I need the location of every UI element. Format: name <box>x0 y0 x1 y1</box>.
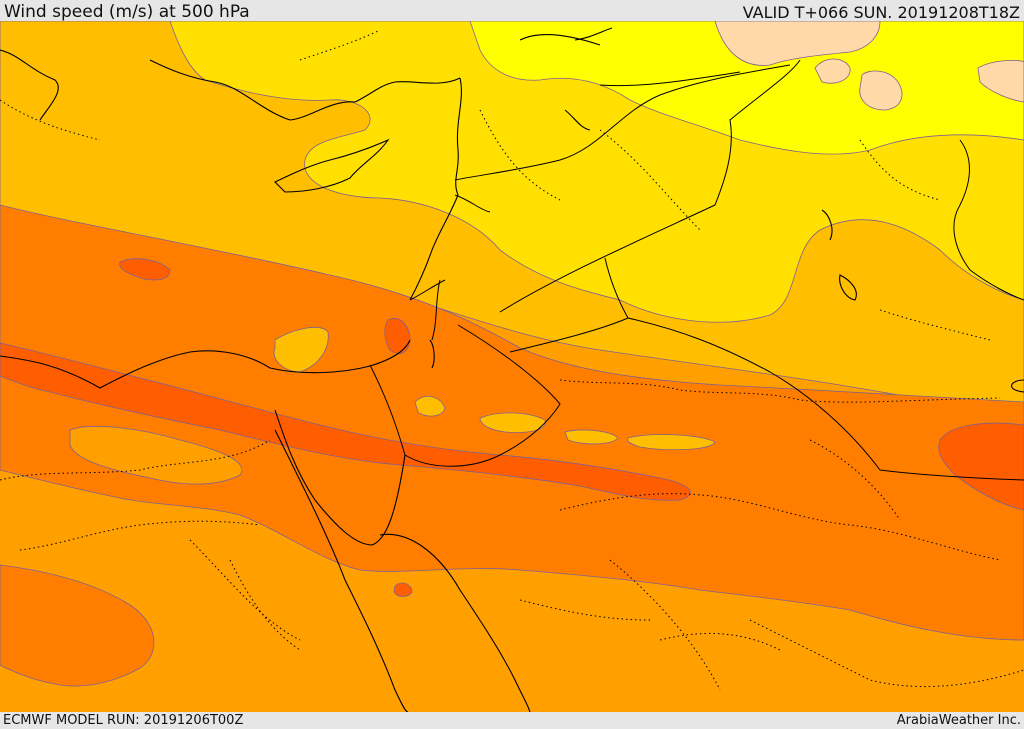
wind-pocket-5 <box>627 434 716 451</box>
wind-band-lighter <box>469 21 1024 155</box>
wind-band-strong-sw <box>0 564 155 687</box>
wind-pocket-4 <box>564 429 619 445</box>
model-run-label: ECMWF MODEL RUN: 20191206T00Z <box>3 713 244 728</box>
wind-pocket-6 <box>414 395 446 417</box>
wind-core-small-1 <box>119 258 171 281</box>
province-boundaries <box>0 29 1024 691</box>
wind-core-small-2 <box>384 318 411 354</box>
wind-pocket-1 <box>69 426 243 485</box>
wind-patch-lightest-3 <box>814 58 851 84</box>
wind-patch-lightest-1 <box>859 70 903 111</box>
map-footer: ECMWF MODEL RUN: 20191206T00Z ArabiaWeat… <box>0 712 1024 729</box>
wind-core-main <box>0 342 691 501</box>
valid-time-label: VALID T+066 SUN. 20191208T18Z <box>742 3 1020 22</box>
wind-band-lightest <box>714 21 881 66</box>
country-borders <box>369 59 1024 481</box>
map-title: Wind speed (m/s) at 500 hPa <box>4 2 250 22</box>
credit-label: ArabiaWeather Inc. <box>896 713 1021 728</box>
wind-pocket-2 <box>273 327 329 373</box>
wind-speed-map[interactable] <box>0 21 1024 712</box>
map-header: Wind speed (m/s) at 500 hPa VALID T+066 … <box>0 0 1024 22</box>
wind-patch-lightest-2 <box>977 59 1024 103</box>
wind-core-east <box>938 422 1024 511</box>
wind-core-small-3 <box>393 582 413 597</box>
